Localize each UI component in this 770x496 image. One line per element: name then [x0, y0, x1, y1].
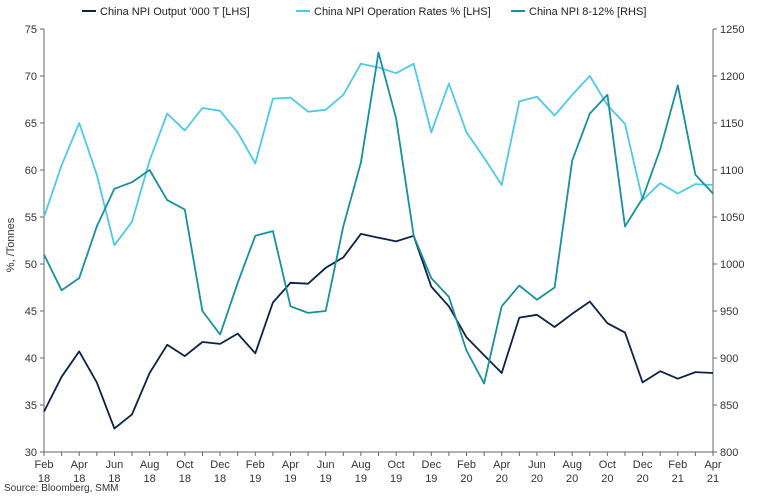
- x-tick-label-year: 19: [390, 473, 402, 485]
- legend-label-2: China NPI Operation Rates % [LHS]: [314, 6, 491, 18]
- y-tick-label-right: 1150: [720, 118, 744, 130]
- x-tick-label-month: Jun: [528, 459, 546, 471]
- x-tick-label-year: 20: [531, 473, 543, 485]
- x-tick-label-year: 18: [108, 473, 120, 485]
- y-tick-label-left: 40: [25, 353, 37, 365]
- series-layer: [43, 51, 714, 430]
- y-tick-label-right: 1050: [720, 212, 744, 224]
- x-tick-label-year: 21: [672, 473, 684, 485]
- x-tick-label-year: 20: [601, 473, 613, 485]
- x-tick-label-month: Aug: [140, 459, 160, 471]
- x-tick-label-year: 20: [566, 473, 578, 485]
- x-tick-label-month: Jun: [106, 459, 124, 471]
- x-tick-label-month: Aug: [351, 459, 371, 471]
- y-tick-label-left: 75: [25, 24, 37, 36]
- x-tick-label-month: Oct: [599, 459, 616, 471]
- x-tick-label-month: Apr: [282, 459, 299, 471]
- x-tick-label-year: 19: [249, 473, 261, 485]
- x-tick-label-month: Feb: [246, 459, 265, 471]
- x-tick-label-year: 19: [425, 473, 437, 485]
- y-tick-label-right: 850: [720, 400, 738, 412]
- x-tick-label-month: Aug: [562, 459, 582, 471]
- y-tick-label-left: 35: [25, 400, 37, 412]
- x-tick-label-year: 18: [73, 473, 85, 485]
- legend-label-1: China NPI Output '000 T [LHS]: [100, 6, 250, 18]
- series-line-2: [43, 62, 714, 247]
- x-tick-label-month: Feb: [35, 459, 54, 471]
- x-tick-label-month: Dec: [422, 459, 442, 471]
- y-tick-label-right: 1250: [720, 24, 744, 36]
- x-tick-label-month: Dec: [210, 459, 230, 471]
- y-tick-label-right: 1200: [720, 71, 744, 83]
- x-tick-label-month: Oct: [176, 459, 193, 471]
- x-tick-label-year: 19: [284, 473, 296, 485]
- x-tick-label-month: Feb: [668, 459, 687, 471]
- y-tick-label-right: 1000: [720, 259, 744, 271]
- x-tick-label-year: 20: [496, 473, 508, 485]
- source-note: Source: Bloomberg, SMM: [4, 483, 119, 494]
- x-tick-label-year: 20: [460, 473, 472, 485]
- x-tick-label-month: Dec: [633, 459, 653, 471]
- x-tick-label-year: 20: [636, 473, 648, 485]
- x-tick-label-month: Jun: [317, 459, 335, 471]
- y-tick-label-right: 800: [720, 447, 738, 459]
- x-tick-label-year: 18: [214, 473, 226, 485]
- y-tick-label-right: 1100: [720, 165, 744, 177]
- y-tick-label-right: 950: [720, 306, 738, 318]
- y-tick-label-left: 45: [25, 306, 37, 318]
- x-tick-label-year: 18: [38, 473, 50, 485]
- series-line-1: [43, 232, 714, 430]
- y-tick-label-right: 900: [720, 353, 738, 365]
- x-tick-label-month: Apr: [704, 459, 721, 471]
- legend: China NPI Output '000 T [LHS] China NPI O…: [82, 6, 646, 18]
- y-axis-title: %, /Tonnes: [5, 217, 17, 272]
- x-tick-label-month: Apr: [493, 459, 510, 471]
- axes: 30 35 40 45 50 55 60 65 70 75 800 850 900 950 1000 1050…: [25, 24, 745, 485]
- y-tick-label-left: 60: [25, 165, 37, 177]
- y-tick-label-left: 50: [25, 259, 37, 271]
- x-tick-label-year: 18: [144, 473, 156, 485]
- x-tick-label-month: Oct: [388, 459, 405, 471]
- x-tick-label-year: 19: [355, 473, 367, 485]
- y-tick-label-left: 65: [25, 118, 37, 130]
- y-tick-label-left: 55: [25, 212, 37, 224]
- x-tick-label-month: Apr: [71, 459, 88, 471]
- x-tick-label-month: Feb: [457, 459, 476, 471]
- x-tick-label-year: 19: [320, 473, 332, 485]
- y-tick-label-left: 30: [25, 447, 37, 459]
- legend-label-3: China NPI 8-12% [RHS]: [529, 6, 646, 18]
- y-tick-label-left: 70: [25, 71, 37, 83]
- series-line-3: [43, 51, 714, 385]
- x-tick-label-year: 21: [707, 473, 719, 485]
- x-tick-label-year: 18: [179, 473, 191, 485]
